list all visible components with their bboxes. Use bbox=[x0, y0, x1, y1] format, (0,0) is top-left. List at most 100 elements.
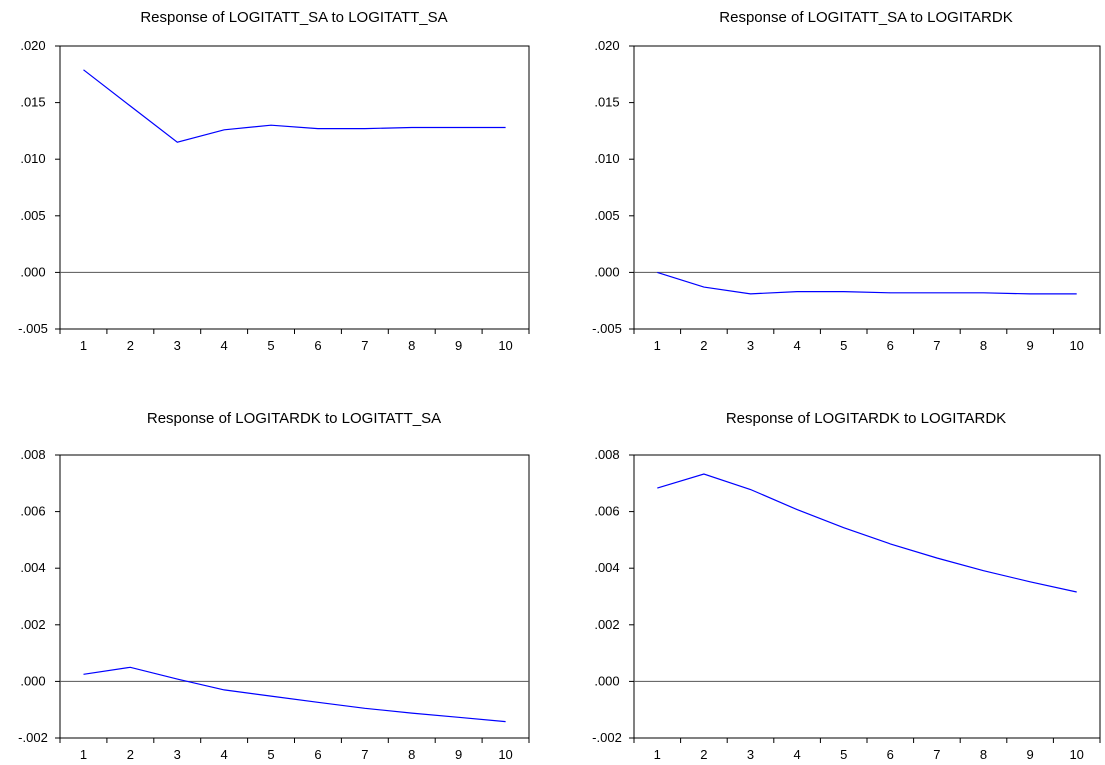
data-point bbox=[1029, 580, 1032, 583]
chart-title: Response of LOGITARDK to LOGITARDK bbox=[726, 410, 1006, 427]
x-tick-label: 4 bbox=[793, 338, 800, 353]
x-tick-label: 7 bbox=[933, 747, 940, 762]
data-point bbox=[504, 126, 507, 129]
data-point bbox=[889, 542, 892, 545]
y-tick-label: .015 bbox=[594, 95, 619, 110]
y-tick-label: .010 bbox=[20, 151, 45, 166]
data-point bbox=[656, 271, 659, 274]
y-tick-label: .000 bbox=[594, 673, 619, 688]
data-point bbox=[316, 701, 319, 704]
x-tick-label: 10 bbox=[1069, 338, 1083, 353]
data-point bbox=[82, 68, 85, 71]
data-point bbox=[1075, 590, 1078, 593]
y-tick-label: .005 bbox=[594, 208, 619, 223]
plot-frame bbox=[633, 454, 1101, 739]
y-tick-label: .002 bbox=[20, 617, 45, 632]
y-tick-label: -.002 bbox=[592, 730, 622, 745]
x-tick-label: 9 bbox=[1026, 338, 1033, 353]
data-point bbox=[982, 291, 985, 294]
data-point bbox=[176, 678, 179, 681]
x-tick-label: 3 bbox=[747, 747, 754, 762]
x-tick-label: 7 bbox=[933, 338, 940, 353]
chart-title: Response of LOGITARDK to LOGITATT_SA bbox=[147, 410, 441, 427]
x-tick-label: 4 bbox=[221, 338, 228, 353]
x-tick-label: 5 bbox=[840, 747, 847, 762]
data-point bbox=[702, 286, 705, 289]
x-tick-label: 1 bbox=[80, 338, 87, 353]
x-tick-label: 2 bbox=[700, 747, 707, 762]
x-tick-label: 6 bbox=[887, 338, 894, 353]
y-tick-label: .010 bbox=[594, 151, 619, 166]
data-point bbox=[176, 141, 179, 144]
data-point bbox=[223, 128, 226, 131]
y-tick-label: .005 bbox=[20, 208, 45, 223]
x-tick-label: 6 bbox=[314, 747, 321, 762]
x-tick-label: 7 bbox=[361, 747, 368, 762]
y-tick-label: .015 bbox=[20, 95, 45, 110]
x-tick-label: 9 bbox=[1026, 747, 1033, 762]
y-tick-label: .008 bbox=[594, 447, 619, 462]
data-point bbox=[270, 124, 273, 127]
y-tick-label: -.005 bbox=[18, 321, 48, 336]
data-point bbox=[935, 557, 938, 560]
y-tick-label: .004 bbox=[20, 560, 45, 575]
data-point bbox=[982, 569, 985, 572]
x-tick-label: 4 bbox=[793, 747, 800, 762]
data-point bbox=[457, 716, 460, 719]
data-point bbox=[796, 508, 799, 511]
data-point bbox=[82, 673, 85, 676]
x-tick-label: 8 bbox=[980, 747, 987, 762]
chart-title: Response of LOGITATT_SA to LOGITATT_SA bbox=[140, 9, 447, 26]
x-tick-label: 5 bbox=[267, 338, 274, 353]
x-tick-label: 1 bbox=[654, 338, 661, 353]
y-tick-label: .008 bbox=[20, 447, 45, 462]
x-tick-label: 5 bbox=[840, 338, 847, 353]
data-point bbox=[796, 290, 799, 293]
data-point bbox=[749, 488, 752, 491]
y-tick-label: .006 bbox=[594, 504, 619, 519]
plot-frame bbox=[59, 45, 530, 330]
x-tick-label: 3 bbox=[174, 747, 181, 762]
x-tick-label: 1 bbox=[80, 747, 87, 762]
data-point bbox=[129, 666, 132, 669]
chart-title: Response of LOGITATT_SA to LOGITARDK bbox=[719, 9, 1012, 26]
x-tick-label: 2 bbox=[127, 338, 134, 353]
data-point bbox=[1075, 292, 1078, 295]
x-tick-label: 10 bbox=[498, 338, 512, 353]
x-tick-label: 9 bbox=[455, 338, 462, 353]
x-tick-label: 5 bbox=[267, 747, 274, 762]
response-line bbox=[83, 69, 506, 143]
x-tick-label: 8 bbox=[980, 338, 987, 353]
x-tick-label: 10 bbox=[1069, 747, 1083, 762]
chart-panel-logitatt-to-logitardk: Response of LOGITATT_SA to LOGITARDK .02… bbox=[592, 9, 1101, 353]
data-point bbox=[656, 487, 659, 490]
data-point bbox=[842, 526, 845, 529]
x-tick-label: 8 bbox=[408, 747, 415, 762]
data-point bbox=[363, 127, 366, 130]
x-tick-label: 10 bbox=[498, 747, 512, 762]
response-line bbox=[657, 271, 1077, 295]
x-tick-label: 2 bbox=[700, 338, 707, 353]
y-tick-label: -.005 bbox=[592, 321, 622, 336]
x-tick-label: 9 bbox=[455, 747, 462, 762]
data-point bbox=[702, 472, 705, 475]
data-point bbox=[457, 126, 460, 129]
response-line bbox=[657, 473, 1077, 593]
y-tick-label: .004 bbox=[594, 560, 619, 575]
y-tick-label: .000 bbox=[20, 264, 45, 279]
data-point bbox=[935, 291, 938, 294]
y-tick-label: -.002 bbox=[18, 730, 48, 745]
chart-panel-logitardk-to-logitardk: Response of LOGITARDK to LOGITARDK .008.… bbox=[592, 410, 1101, 762]
x-tick-label: 8 bbox=[408, 338, 415, 353]
data-point bbox=[270, 695, 273, 698]
x-tick-label: 4 bbox=[221, 747, 228, 762]
x-tick-label: 2 bbox=[127, 747, 134, 762]
x-tick-label: 1 bbox=[654, 747, 661, 762]
data-point bbox=[129, 104, 132, 107]
chart-panel-logitatt-to-logitatt: Response of LOGITATT_SA to LOGITATT_SA .… bbox=[18, 9, 530, 353]
data-point bbox=[410, 712, 413, 715]
y-tick-label: .020 bbox=[594, 38, 619, 53]
data-point bbox=[1029, 292, 1032, 295]
y-tick-label: .000 bbox=[20, 673, 45, 688]
x-tick-label: 3 bbox=[747, 338, 754, 353]
